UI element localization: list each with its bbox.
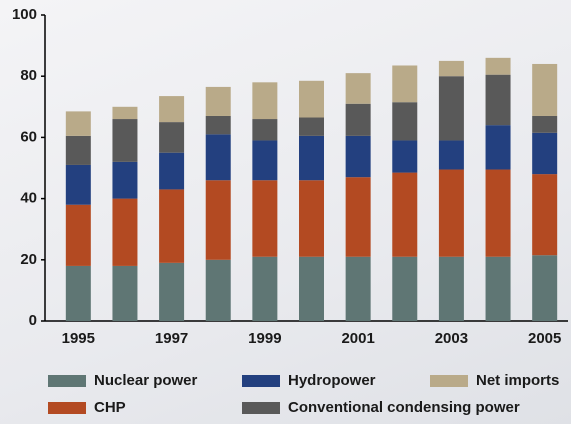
x-tick-label: 1997 xyxy=(155,330,188,347)
bar-segment xyxy=(392,65,418,103)
bar-segment xyxy=(345,256,371,321)
bar-segment xyxy=(485,57,511,75)
legend-swatch xyxy=(242,375,280,387)
bar-segment xyxy=(299,117,324,136)
x-tick-label: 2001 xyxy=(341,330,374,347)
bar-segment xyxy=(438,60,464,77)
bar-segment xyxy=(345,73,371,104)
legend-swatch xyxy=(242,402,280,414)
bar-segment xyxy=(485,125,511,170)
y-tick-label: 40 xyxy=(20,190,37,207)
y-tick-label: 0 xyxy=(29,312,37,329)
legend-label: Hydropower xyxy=(288,372,376,389)
legend-label: Nuclear power xyxy=(94,372,198,389)
bar-segment xyxy=(299,180,324,257)
bar-segment xyxy=(159,152,185,190)
bar-segment xyxy=(392,256,418,321)
bar-segment xyxy=(159,262,185,321)
bar-segment xyxy=(205,134,231,181)
bar-segment xyxy=(65,135,91,165)
bar-segment xyxy=(485,74,511,126)
bar-segment xyxy=(392,172,418,257)
bar-segment xyxy=(532,174,558,256)
bar-segment xyxy=(205,115,231,135)
bar-segment xyxy=(392,102,418,141)
bar-segment xyxy=(252,256,278,321)
bar-segment xyxy=(485,256,511,321)
legend-label: Net imports xyxy=(476,372,559,389)
bar-segment xyxy=(345,177,371,257)
bar-segment xyxy=(438,140,464,170)
bar-segment xyxy=(299,135,324,181)
bar-segment xyxy=(438,169,464,257)
y-tick-label: 60 xyxy=(20,128,37,145)
legend-label: CHP xyxy=(94,399,126,416)
bar-segment xyxy=(438,76,464,141)
x-tick-label: 1995 xyxy=(62,330,95,347)
x-tick-label: 2003 xyxy=(435,330,468,347)
bar-segment xyxy=(112,119,138,162)
bar-segment xyxy=(65,164,91,205)
x-tick-label: 1999 xyxy=(248,330,281,347)
bar-segment xyxy=(532,115,558,133)
bar-segment xyxy=(159,122,185,153)
bar-segment xyxy=(299,256,324,321)
y-tick-label: 80 xyxy=(20,67,37,84)
bar-segment xyxy=(252,82,278,120)
bar-segment xyxy=(345,103,371,136)
bar-segment xyxy=(532,255,558,321)
bar-segment xyxy=(65,204,91,266)
legend-swatch xyxy=(430,375,468,387)
legend-label: Conventional condensing power xyxy=(288,399,520,416)
y-tick-label: 100 xyxy=(12,6,37,23)
bar-segment xyxy=(252,180,278,257)
bar-segment xyxy=(299,80,324,118)
bar-segment xyxy=(112,161,138,199)
bar-segment xyxy=(205,259,231,321)
bar-segment xyxy=(392,140,418,173)
bar-segment xyxy=(205,180,231,260)
bar-segment xyxy=(112,265,138,321)
bar-segment xyxy=(532,132,558,175)
bar-segment xyxy=(345,135,371,178)
bar-segment xyxy=(532,63,558,116)
y-tick-label: 20 xyxy=(20,251,37,268)
bar-segment xyxy=(112,198,138,266)
legend-swatch xyxy=(48,402,86,414)
bar-segment xyxy=(485,169,511,257)
bar-segment xyxy=(112,106,138,120)
bar-segment xyxy=(438,256,464,321)
bar-segment xyxy=(159,96,185,123)
bar-segment xyxy=(205,86,231,116)
bar-segment xyxy=(252,119,278,141)
x-tick-label: 2005 xyxy=(528,330,561,347)
bar-segment xyxy=(159,189,185,263)
bar-segment xyxy=(252,140,278,181)
legend-swatch xyxy=(48,375,86,387)
bar-segment xyxy=(65,265,91,321)
bar-segment xyxy=(65,111,91,136)
